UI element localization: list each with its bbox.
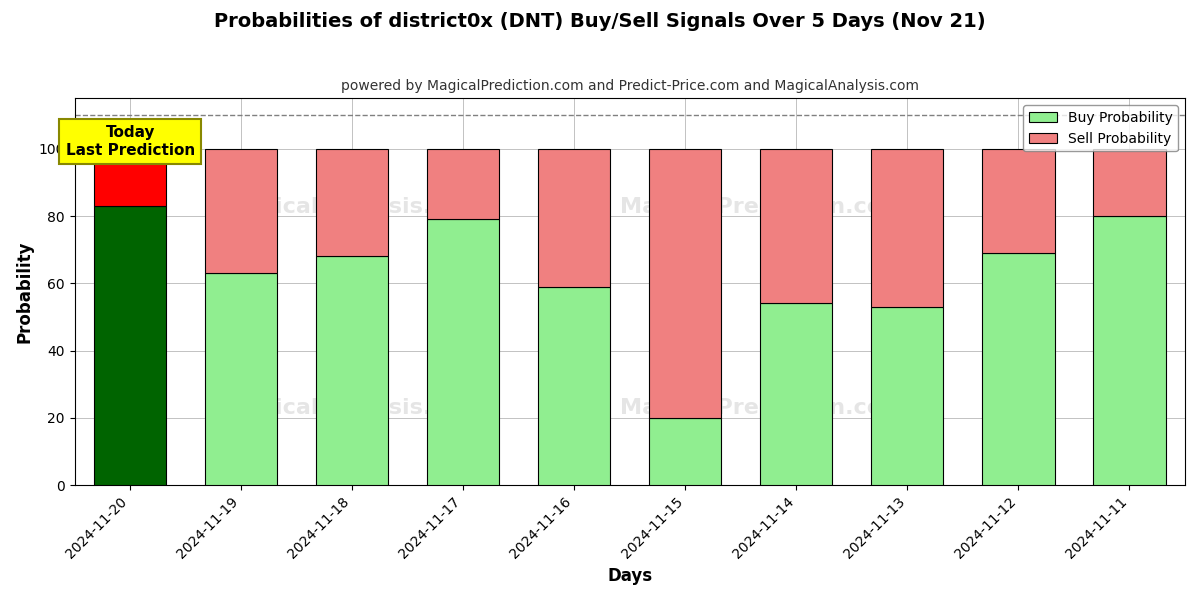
Bar bbox=[539, 149, 611, 287]
Bar bbox=[205, 149, 277, 273]
Title: powered by MagicalPrediction.com and Predict-Price.com and MagicalAnalysis.com: powered by MagicalPrediction.com and Pre… bbox=[341, 79, 919, 93]
Bar bbox=[1093, 216, 1165, 485]
Bar bbox=[649, 149, 721, 418]
Bar bbox=[871, 307, 943, 485]
Bar bbox=[316, 149, 389, 256]
Text: MagicalAnalysis.com: MagicalAnalysis.com bbox=[222, 197, 482, 217]
Bar bbox=[983, 149, 1055, 253]
Text: Probabilities of district0x (DNT) Buy/Sell Signals Over 5 Days (Nov 21): Probabilities of district0x (DNT) Buy/Se… bbox=[214, 12, 986, 31]
Bar bbox=[205, 273, 277, 485]
Bar bbox=[871, 149, 943, 307]
Text: MagicalPrediction.com: MagicalPrediction.com bbox=[620, 197, 906, 217]
Bar bbox=[1093, 149, 1165, 216]
Bar bbox=[983, 253, 1055, 485]
Bar bbox=[94, 206, 167, 485]
Legend: Buy Probability, Sell Probability: Buy Probability, Sell Probability bbox=[1024, 105, 1178, 151]
Text: Today
Last Prediction: Today Last Prediction bbox=[66, 125, 194, 158]
Bar bbox=[539, 287, 611, 485]
X-axis label: Days: Days bbox=[607, 567, 653, 585]
Bar bbox=[316, 256, 389, 485]
Bar bbox=[761, 304, 833, 485]
Bar bbox=[427, 149, 499, 220]
Bar bbox=[94, 149, 167, 206]
Text: MagicalAnalysis.com: MagicalAnalysis.com bbox=[222, 398, 482, 418]
Bar bbox=[761, 149, 833, 304]
Y-axis label: Probability: Probability bbox=[16, 241, 34, 343]
Text: MagicalPrediction.com: MagicalPrediction.com bbox=[620, 398, 906, 418]
Bar bbox=[427, 220, 499, 485]
Bar bbox=[649, 418, 721, 485]
